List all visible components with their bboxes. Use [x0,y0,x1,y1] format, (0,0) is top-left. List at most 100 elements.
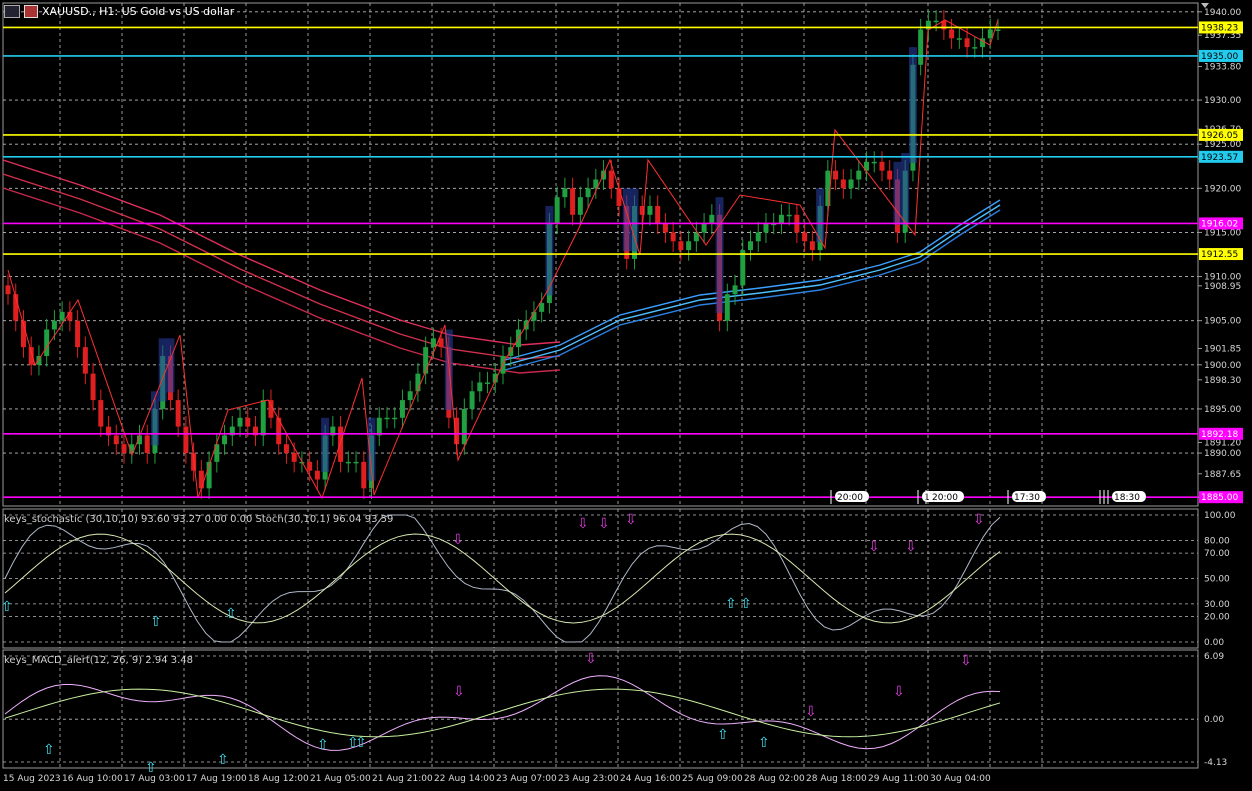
candle-body [887,170,893,180]
candle-body [454,417,460,445]
price-tick-label: 1908.95 [1204,282,1241,292]
candle-body [825,170,831,206]
level-price-label: 1912.55 [1201,250,1238,260]
level-price-tag [1199,491,1243,504]
candle-body [639,205,645,215]
candle-body [786,214,792,217]
candle-body [5,285,11,295]
candle-body [51,320,57,330]
price-tick-label: 1930.00 [1204,96,1241,106]
candle-body [771,223,777,226]
candle-body [307,461,313,471]
price-tick-label: 1937.35 [1204,31,1241,41]
buy-arrow-icon: ⇧ [355,735,367,751]
time-axis-label: 22 Aug 14:00 [434,774,495,784]
candle-body [345,461,351,464]
macd-tick-label: 6.09 [1204,652,1224,662]
time-axis-label: 17 Aug 03:00 [124,774,185,784]
candle-body [871,161,877,164]
sell-arrow-icon: ⇩ [598,516,610,532]
candle-body [198,470,204,489]
signal-bar [622,188,631,252]
candle-body [539,303,545,312]
candle-body [925,20,931,30]
candle-body [933,20,939,23]
candle-body [864,161,870,171]
candle-body [585,188,591,198]
candle-body [353,461,359,464]
candle-body [686,241,692,251]
signal-bar [893,161,902,225]
time-axis-label: 23 Aug 07:00 [496,774,557,784]
candle-body [833,170,839,180]
candle-body [407,391,413,401]
candle-body [616,188,622,206]
candle-body [13,294,19,321]
moving-average-blue [504,209,1001,371]
candle-body [724,294,730,321]
candle-body [75,320,81,348]
candle-body [384,417,390,420]
candle-body [276,417,282,445]
signal-bar [545,205,554,296]
time-axis-label: 21 Aug 05:00 [310,774,371,784]
chart-window-icon[interactable] [4,4,20,18]
candle-body [90,373,96,401]
candle-body [28,347,34,365]
level-price-tag [1199,150,1243,163]
candle-body [570,188,576,215]
zigzag-line [7,19,999,500]
candle-body [879,161,885,171]
candle-body [399,400,405,418]
level-price-tag [1199,427,1243,440]
time-axis-label: 16 Aug 10:00 [62,774,123,784]
candle-body [980,38,986,48]
time-axis-label: 30 Aug 04:00 [930,774,991,784]
stochastic-tick-label: 50.00 [1204,575,1230,585]
buy-arrow-icon: ⇧ [145,760,157,776]
level-price-tag [1199,49,1243,62]
stochastic-tick-label: 80.00 [1204,536,1230,546]
session-marker-tag [835,491,869,502]
sell-arrow-icon: ⇩ [453,684,465,700]
candle-body [423,347,429,374]
candle-body [20,320,26,348]
signal-bar [901,153,910,225]
candle-body [283,444,289,454]
candle-body [245,417,251,427]
candle-body [67,311,73,321]
one-click-trade-icon[interactable] [24,4,38,18]
candle-body [562,188,568,198]
candle-body [492,373,498,383]
sell-arrow-icon: ⇩ [625,512,637,528]
buy-arrow-icon: ⇧ [1,599,13,615]
buy-arrow-icon: ⇧ [758,735,770,751]
macd-tick-label: -4.13 [1204,758,1227,768]
candle-body [214,444,220,462]
moving-average-blue [504,204,1001,366]
candle-body [840,179,846,189]
candle-body [856,170,862,180]
candle-body [330,426,336,436]
candle-body [206,461,212,489]
candle-body [778,214,784,224]
candle-body [748,241,753,251]
sell-arrow-icon: ⇩ [960,653,972,669]
sell-arrow-icon: ⇩ [905,539,917,555]
candle-body [253,426,258,436]
time-axis-label: 17 Aug 19:00 [186,774,247,784]
signal-bar [150,391,159,446]
candle-body [469,391,475,409]
candle-body [732,285,738,295]
macd-tick-label: 0.00 [1204,715,1224,725]
sell-arrow-icon: ⇩ [973,512,985,528]
candle-body [477,382,483,392]
candle-body [918,29,924,65]
candle-body [461,408,467,445]
buy-arrow-icon: ⇧ [725,596,737,612]
buy-arrow-icon: ⇧ [740,596,752,612]
buy-arrow-icon: ⇧ [217,752,229,768]
price-tick-label: 1900.00 [1204,361,1241,371]
